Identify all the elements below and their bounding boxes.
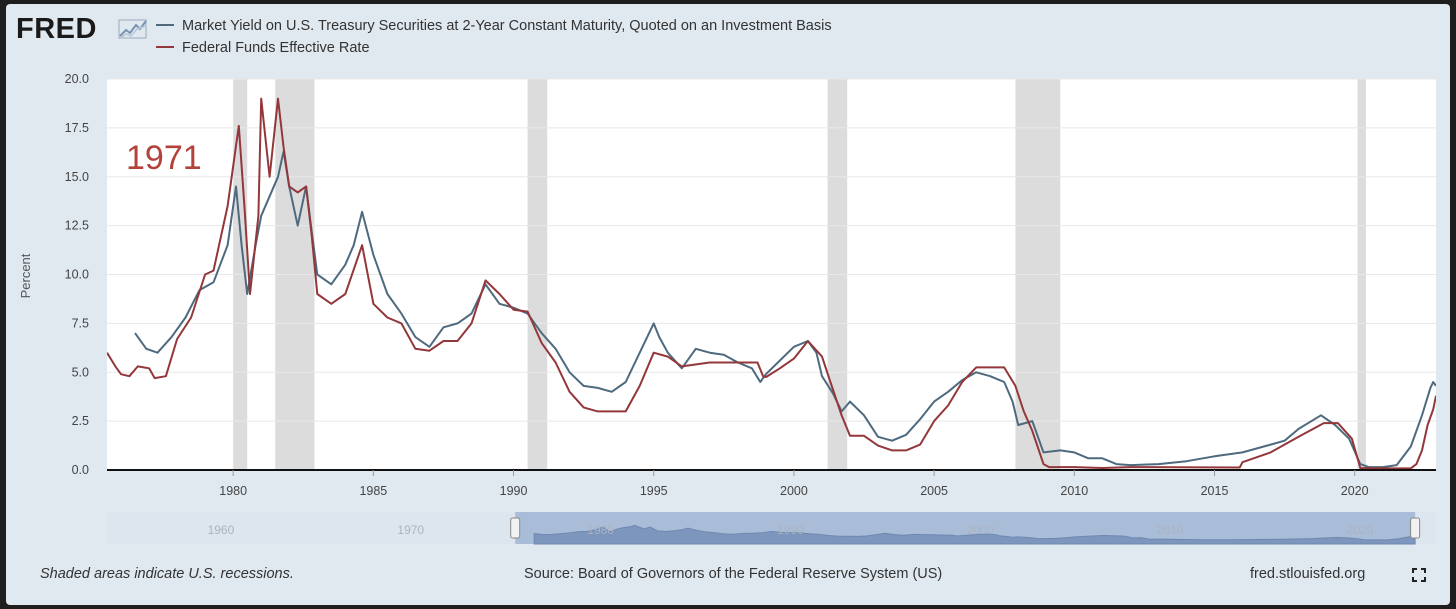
y-axis-label: Percent [18,253,33,298]
x-tick-label: 1985 [359,484,387,498]
y-tick-label: 12.5 [65,219,89,233]
navigator-year-label: 2010 [1157,523,1184,537]
range-navigator[interactable]: 1960 1970 1980 1990 2000 2010 2020 [107,512,1436,545]
navigator-year-label: 2020 [1347,523,1374,537]
x-tick-label: 2020 [1341,484,1369,498]
y-tick-label: 20.0 [65,72,89,86]
line-chart: 0.02.55.07.510.012.515.017.520.0 1980 198… [18,72,1436,545]
navigator-year-label: 1970 [397,523,424,537]
year-annotation: 1971 [126,139,202,177]
x-tick-label: 2010 [1060,484,1088,498]
x-tick-label: 2005 [920,484,948,498]
y-tick-label: 15.0 [65,170,89,184]
series-line-2yr-treasury[interactable] [134,150,1436,469]
navigator-year-label: 1960 [208,523,235,537]
y-tick-label: 17.5 [65,121,89,135]
y-axis-ticks: 0.0 2.5 5.0 7.5 10.0 12.5 15.0 17.5 20.0 [65,72,89,477]
legend-swatch-fed-funds [156,46,174,49]
y-tick-label: 0.0 [72,463,89,477]
fred-logo[interactable]: FRED [16,13,97,45]
navigator-handle-right[interactable] [1410,517,1421,539]
navigator-labels: 1960 1970 1980 1990 2000 2010 2020 [208,523,1374,537]
source-note: Source: Board of Governors of the Federa… [524,566,943,582]
series-layer [107,97,1436,470]
series-line-fed-funds[interactable] [107,97,1436,470]
grid-lines [107,78,1436,422]
navigator-year-label: 1990 [777,523,804,537]
x-tick-label: 1990 [500,484,528,498]
legend-swatch-2yr-treasury [156,24,174,27]
navigator-year-label: 2000 [967,523,994,537]
fullscreen-icon[interactable] [1412,568,1426,582]
x-tick-label: 2015 [1201,484,1229,498]
y-tick-label: 10.0 [65,268,89,282]
recession-note: Shaded areas indicate U.S. recessions. [40,566,294,582]
site-link[interactable]: fred.stlouisfed.org [1250,566,1366,582]
navigator-handle-left[interactable] [510,517,521,539]
x-tick-label: 1980 [219,484,247,498]
legend-item-2yr-treasury[interactable]: Market Yield on U.S. Treasury Securities… [156,18,832,34]
legend-item-fed-funds[interactable]: Federal Funds Effective Rate [156,40,370,56]
chart-frame: FRED Market Yield on U.S. Treasury Secur… [6,4,1450,605]
y-tick-label: 2.5 [72,414,89,428]
x-tick-label: 2000 [780,484,808,498]
y-tick-label: 7.5 [72,316,89,330]
legend-label-2yr-treasury: Market Yield on U.S. Treasury Securities… [182,18,832,34]
x-tick-label: 1995 [640,484,668,498]
navigator-year-label: 1980 [587,523,614,537]
navigator-series-area [533,524,1416,545]
x-axis-ticks: 1980 1985 1990 1995 2000 2005 2010 2015 2020 [219,470,1369,498]
y-tick-label: 5.0 [72,365,89,379]
fred-logo-graph-icon [118,19,147,39]
legend-label-fed-funds: Federal Funds Effective Rate [182,40,370,56]
